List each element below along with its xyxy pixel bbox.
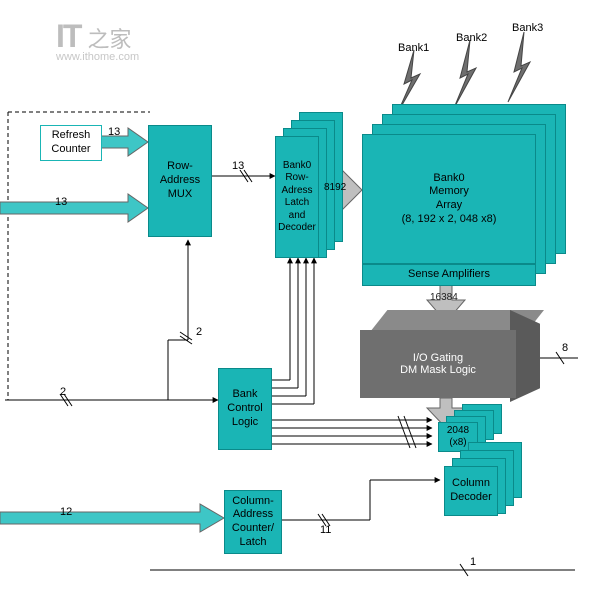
refresh-counter-label: Refresh Counter — [51, 129, 90, 157]
column-counter-block: Column- Address Counter/ Latch — [224, 490, 282, 554]
diagram-lines — [0, 0, 600, 598]
bus-13b: 13 — [55, 196, 67, 208]
bank2-label: Bank2 — [456, 32, 487, 44]
bank1-label: Bank1 — [398, 42, 429, 54]
io-gating-block: I/O Gating DM Mask Logic — [360, 330, 516, 398]
bank-control-block: Bank Control Logic — [218, 368, 272, 450]
bus-11: 11 — [320, 524, 331, 536]
x8-label: 2048 (x8) — [447, 425, 469, 450]
row-address-mux-label: Row- Address MUX — [160, 160, 200, 201]
bus-2b: 2 — [196, 326, 202, 338]
sense-amplifiers-label: Sense Amplifiers — [408, 268, 490, 282]
bank0-array-label: Bank0 Memory Array (8, 192 x 2, 048 x8) — [402, 172, 497, 227]
column-counter-label: Column- Address Counter/ Latch — [232, 495, 274, 550]
bus-13a: 13 — [108, 126, 120, 138]
bus-2: 2 — [60, 386, 66, 398]
refresh-counter-block: Refresh Counter — [40, 125, 102, 161]
bank3-label: Bank3 — [512, 22, 543, 34]
bus-12: 12 — [60, 506, 72, 518]
row-address-mux-block: Row- Address MUX — [148, 125, 212, 237]
bus-13c: 13 — [232, 160, 244, 172]
bank0-decoder-block: Bank0 Row- Adress Latch and Decoder — [275, 136, 319, 258]
sense-amplifiers-block: Sense Amplifiers — [362, 264, 536, 286]
io-gating-label: I/O Gating DM Mask Logic — [400, 352, 476, 376]
bank0-array-block: Bank0 Memory Array (8, 192 x 2, 048 x8) — [362, 134, 536, 264]
bank0-decoder-label: Bank0 Row- Adress Latch and Decoder — [278, 160, 316, 235]
column-decoder-label: Column Decoder — [450, 477, 492, 505]
bus-8: 8 — [562, 342, 568, 354]
bus-8192: 8192 — [324, 182, 346, 193]
column-decoder-block: Column Decoder — [444, 466, 498, 516]
bank-control-label: Bank Control Logic — [227, 388, 262, 429]
bus-1: 1 — [470, 556, 476, 568]
bus-16384: 16384 — [430, 292, 458, 303]
